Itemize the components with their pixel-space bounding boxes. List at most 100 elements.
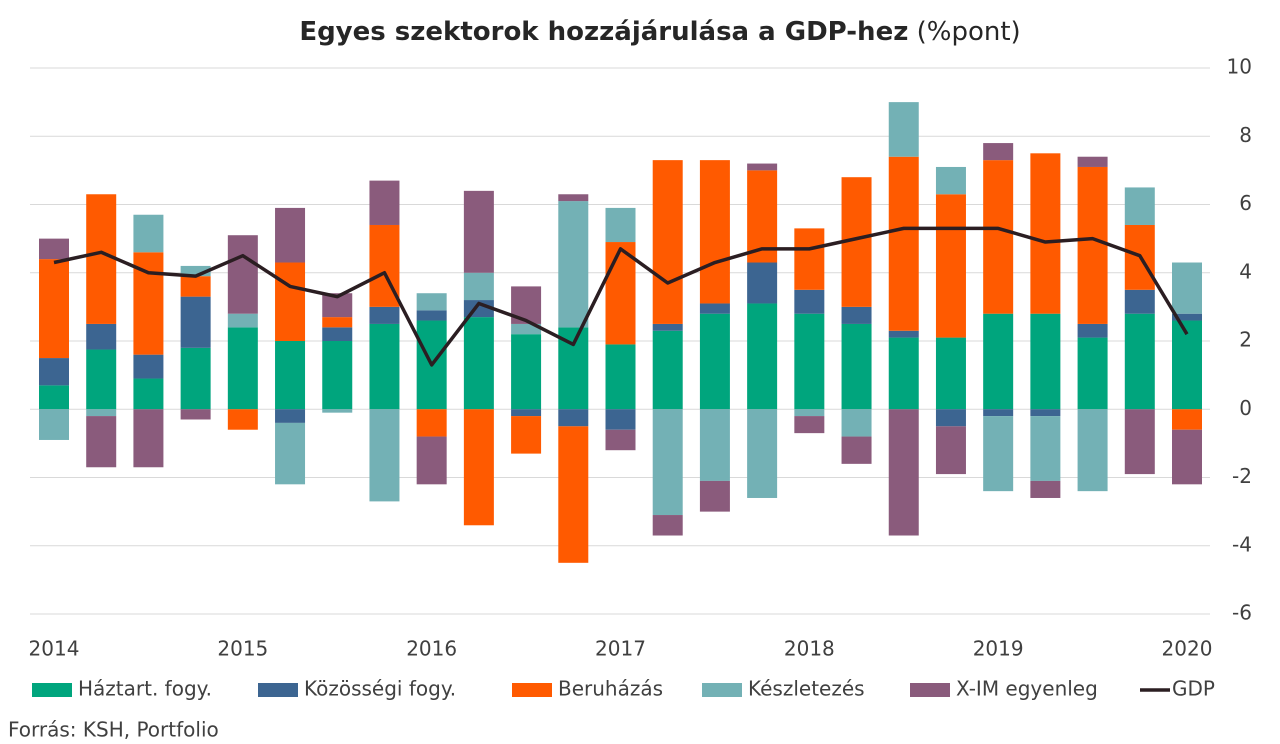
x-tick-label: 2017 [595,637,646,661]
y-tick-label: 8 [1239,123,1252,147]
bar-segment [747,303,778,410]
bar-segment [511,334,542,410]
x-tick-label: 2018 [784,637,835,661]
bar-segment [369,180,400,225]
bar-segment [935,166,966,195]
bar-segment [652,409,683,516]
source: Forrás: KSH, Portfolio [8,718,219,742]
legend-swatch [512,683,552,697]
y-tick-label: 2 [1239,328,1252,352]
bar-segment [605,207,636,243]
bar-segment [1172,429,1202,485]
bar-segment [133,214,164,253]
bar-segment [699,409,730,481]
bar-segment [39,409,69,440]
bar-segment [652,323,683,331]
bar-segment [888,330,919,338]
bar-segment [1124,289,1155,314]
bar-segment [39,385,69,410]
legend-swatch [32,683,72,697]
chart-unit: (%pont) [917,17,1021,47]
bar-segment [935,426,966,475]
bar-segment [86,349,117,410]
bar-segment [1124,187,1155,225]
bar-segment [1077,337,1108,410]
bar-segment [275,262,306,341]
bar-segment [133,378,164,410]
bar-segment [1030,480,1061,498]
bar-segment [983,416,1014,492]
bar-segment [322,341,353,410]
bar-segment [888,337,919,410]
bar-segment [180,276,211,297]
bar-segment [86,416,117,468]
bar-segment [935,194,966,338]
bar-segment [605,242,636,345]
bar-segment [180,296,211,348]
bar-segment [794,416,825,434]
y-tick-label: -2 [1232,464,1252,488]
bar-segment [1030,416,1061,481]
y-tick-label: -4 [1232,532,1252,556]
bar-segment [463,317,494,410]
bar-segment [841,409,872,437]
bar-segment [416,293,447,311]
bar-segment [133,409,164,468]
bar-segment [86,194,117,324]
bar-segment [1077,409,1108,492]
bar-segment [983,313,1014,410]
bar-segment [1172,313,1202,321]
chart-title-group: Egyes szektorok hozzájárulása a GDP-hez … [299,17,1020,47]
x-tick-label: 2014 [29,637,80,661]
bar-segment [794,289,825,314]
legend-label: GDP [1172,677,1215,701]
legend-swatch [702,683,742,697]
y-tick-label: -6 [1232,601,1252,625]
bar-segment [463,409,494,526]
legend-label: Közösségi fogy. [304,677,456,701]
bar-segment [652,160,683,324]
y-tick-label: 4 [1239,259,1252,283]
bar-segment [1077,156,1108,167]
bar-segment [841,436,872,464]
bar-segment [227,235,258,314]
bar-segment [605,409,636,430]
bar-segment [180,265,211,277]
bar-segment [983,143,1014,161]
legend-label: Háztart. fogy. [78,677,212,701]
bar-segment [699,480,730,512]
bar-segment [605,429,636,451]
bar-segment [794,313,825,410]
bar-segment [511,409,542,417]
bar-segment [1124,409,1155,475]
x-tick-label: 2016 [406,637,457,661]
bar-segment [322,327,353,341]
bar-segment [747,163,778,171]
legend-swatch [910,683,950,697]
bar-segment [39,259,69,359]
x-tick-label: 2019 [973,637,1024,661]
bar-segment [1172,262,1202,314]
bar-segment [463,272,494,301]
bar-segment [935,337,966,410]
legend-label: X-IM egyenleg [956,677,1098,701]
bar-segment [322,293,353,318]
bar-segment [699,303,730,314]
bar-segment [747,262,778,304]
legend-label: Készletezés [748,677,865,701]
bar-segment [227,409,258,430]
bar-segment [369,409,400,502]
bar-segment [227,313,258,328]
bar-segment [416,310,447,321]
bar-segment [1172,320,1202,410]
bar-segment [1172,409,1202,430]
bar-segment [86,323,117,350]
bar-segment [558,426,589,563]
bar-segment [1077,166,1108,324]
bar-segment [322,317,353,328]
bar-segment [652,330,683,410]
bar-segment [747,409,778,498]
bar-segment [275,207,306,263]
legend-swatch [258,683,298,697]
gdp-line [53,226,1189,367]
